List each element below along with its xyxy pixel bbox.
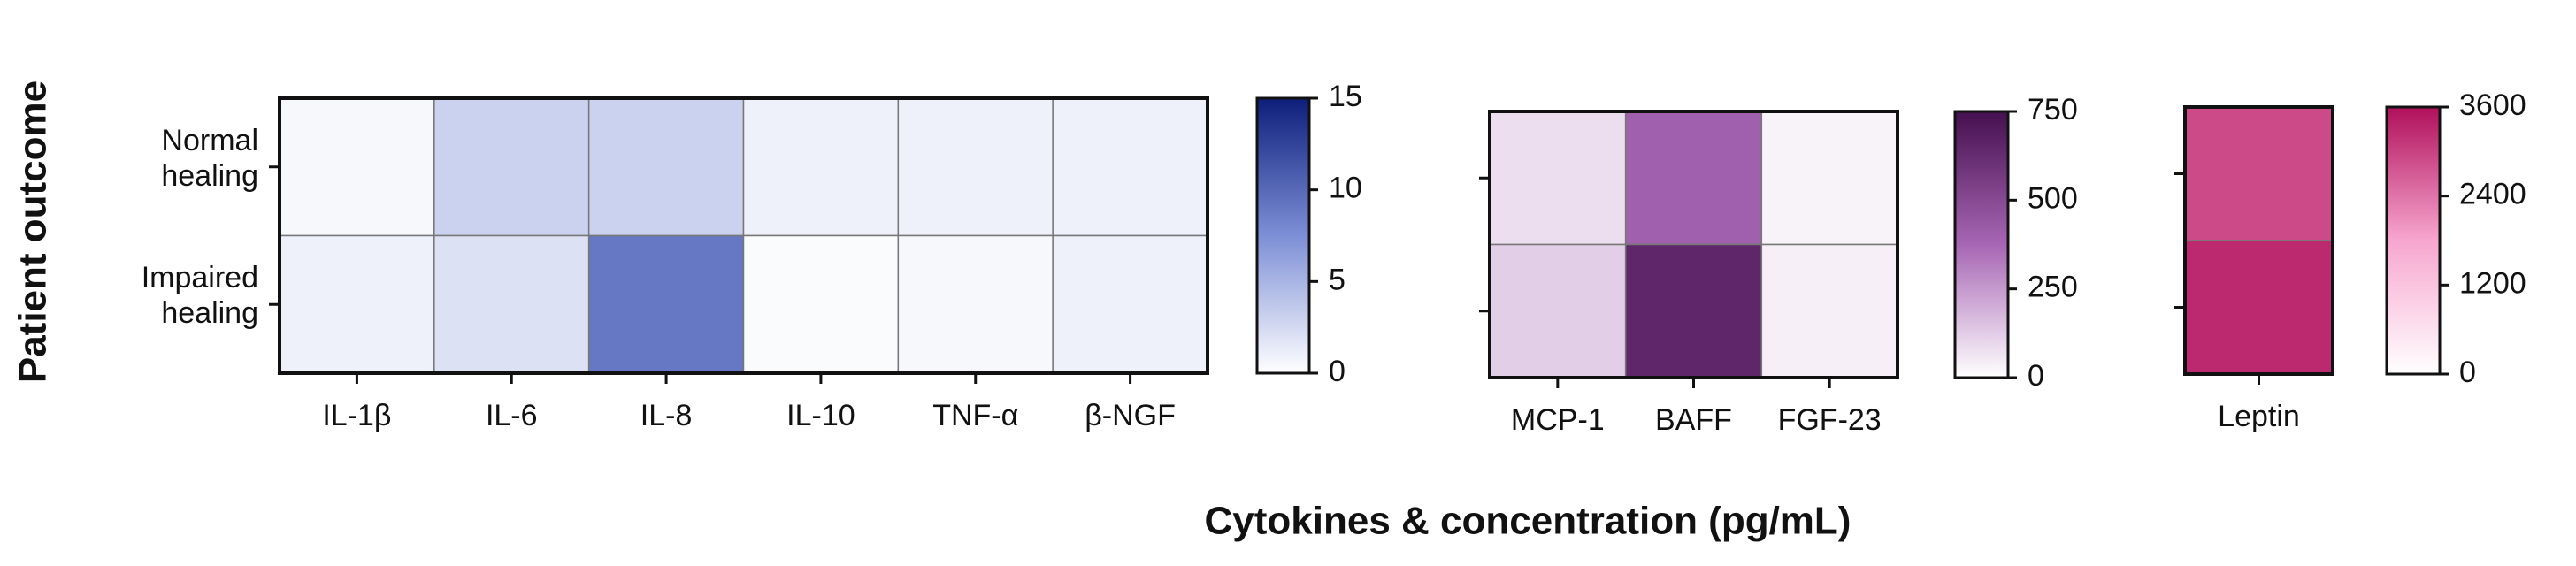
row-label-box: Normal healing bbox=[161, 123, 258, 193]
x-tick-label: Leptin bbox=[2218, 400, 2300, 433]
row-label-box: Impaired healing bbox=[141, 261, 258, 331]
heatmap-cell bbox=[1760, 243, 1898, 379]
heatmap-cell bbox=[742, 97, 900, 237]
heatmap-cell bbox=[587, 97, 745, 237]
x-tick-label: IL-10 bbox=[786, 399, 855, 432]
colorbar-tick-label: 5 bbox=[1329, 263, 1346, 296]
heatmap-cell bbox=[1052, 234, 1208, 374]
colorbar-tick-label: 0 bbox=[2028, 359, 2044, 393]
colorbar-tick-label: 0 bbox=[2459, 356, 2476, 389]
x-tick-label: IL-6 bbox=[486, 399, 538, 432]
row-label: Normal healing bbox=[161, 123, 258, 193]
colorbar-tick-label: 3600 bbox=[2459, 88, 2526, 122]
x-tick-label: BAFF bbox=[1655, 403, 1732, 437]
colorbar-tick-label: 250 bbox=[2028, 271, 2078, 304]
heatmap-cell bbox=[2184, 240, 2334, 375]
heatmap-cell bbox=[587, 234, 745, 374]
heatmap-cell bbox=[1489, 111, 1627, 246]
heatmap-cell bbox=[433, 234, 590, 374]
x-tick-label: TNF-α bbox=[932, 399, 1018, 432]
colorbar bbox=[1255, 96, 1311, 375]
row-label: Impaired healing bbox=[141, 261, 258, 331]
x-tick-label: IL-1β bbox=[322, 399, 391, 432]
heatmap-cell bbox=[897, 97, 1054, 237]
x-tick-label: MCP-1 bbox=[1511, 403, 1605, 437]
heatmap-cell bbox=[742, 234, 900, 374]
colorbar-tick-label: 1200 bbox=[2459, 266, 2526, 300]
x-axis-title: Cytokines & concentration (pg/mL) bbox=[1205, 500, 1852, 543]
heatmap-cell bbox=[1624, 111, 1763, 246]
heatmap-cell bbox=[279, 97, 435, 237]
heatmap-frame bbox=[278, 96, 1209, 375]
heatmap-cell bbox=[2184, 106, 2334, 241]
y-axis-title: Patient outcome bbox=[12, 80, 55, 383]
colorbar-tick-label: 500 bbox=[2028, 181, 2078, 215]
heatmap-cell bbox=[279, 234, 435, 374]
colorbar bbox=[1953, 110, 2010, 379]
colorbar-tick-label: 2400 bbox=[2459, 178, 2526, 211]
colorbar-tick-label: 10 bbox=[1329, 172, 1362, 205]
heatmap-cell bbox=[897, 234, 1054, 374]
heatmap-cell bbox=[1760, 111, 1898, 246]
x-tick-label: β-NGF bbox=[1085, 399, 1176, 432]
heatmap-cell bbox=[1052, 97, 1208, 237]
x-tick-label: FGF-23 bbox=[1778, 403, 1882, 437]
colorbar bbox=[2385, 105, 2442, 376]
heatmap-cell bbox=[1489, 243, 1627, 379]
colorbar-tick-label: 15 bbox=[1329, 80, 1362, 113]
colorbar-tick-label: 0 bbox=[1329, 355, 1346, 388]
heatmap-cell bbox=[433, 97, 590, 237]
heatmap-cell bbox=[1624, 243, 1763, 379]
x-tick-label: IL-8 bbox=[640, 399, 693, 432]
colorbar-tick-label: 750 bbox=[2028, 93, 2078, 126]
